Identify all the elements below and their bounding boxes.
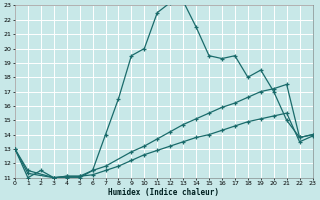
X-axis label: Humidex (Indice chaleur): Humidex (Indice chaleur) [108, 188, 219, 197]
